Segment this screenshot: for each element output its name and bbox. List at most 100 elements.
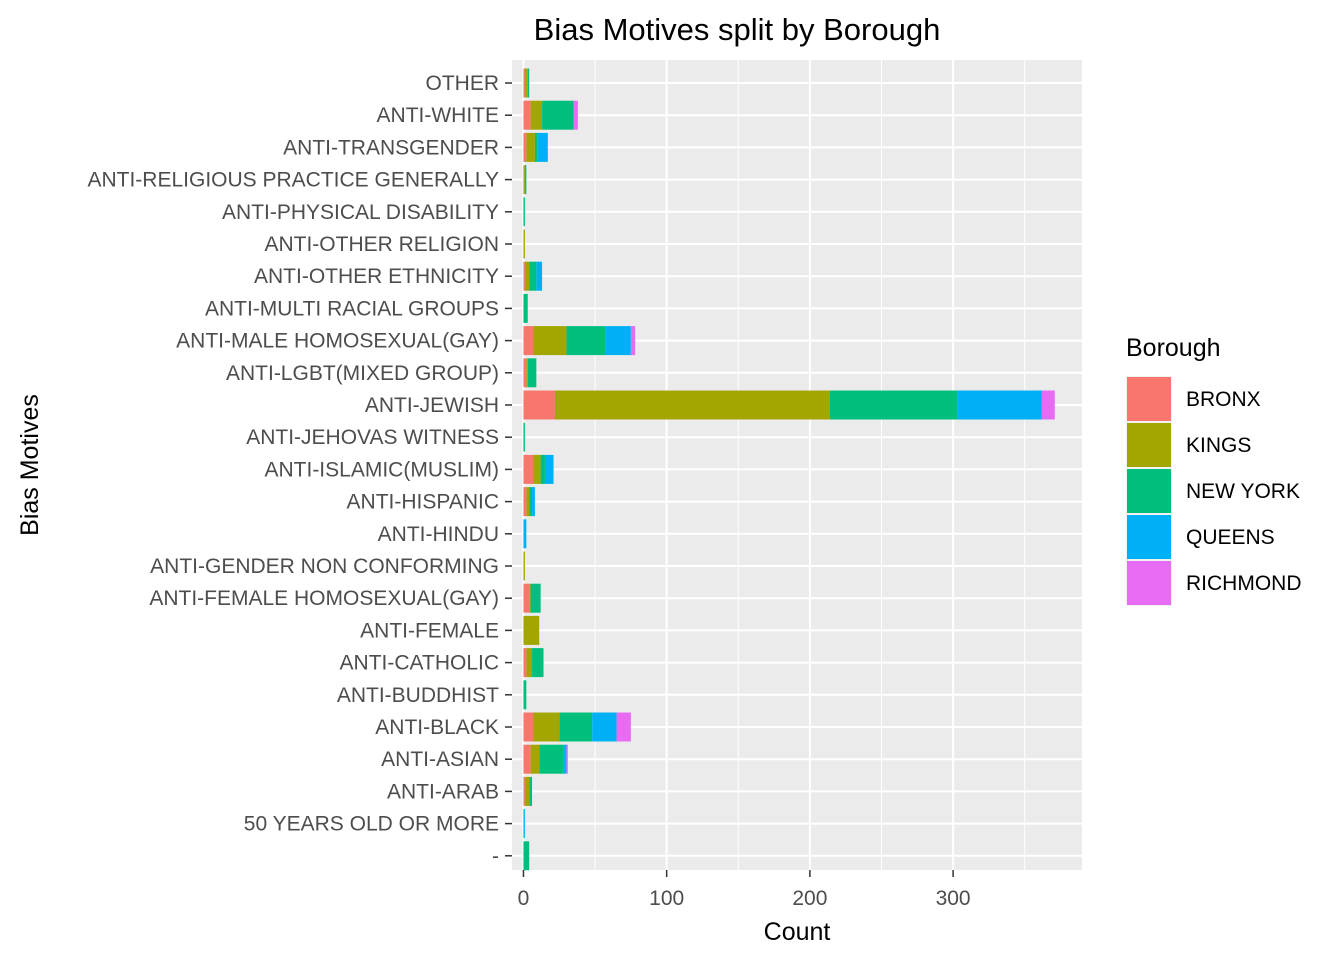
y-axis-title: Bias Motives (16, 394, 44, 536)
bar-segment (523, 776, 525, 806)
bar-segment (523, 712, 534, 742)
y-tick-label: ANTI-BLACK (375, 716, 499, 739)
y-tick-label: ANTI-JEWISH (365, 394, 499, 417)
y-tick-label: - (492, 845, 499, 868)
legend-swatch (1127, 515, 1171, 559)
bar-segment (530, 583, 541, 613)
legend-label: BRONX (1186, 388, 1261, 411)
y-tick-label: ANTI-MALE HOMOSEXUAL(GAY) (176, 330, 499, 353)
bar-segment (534, 132, 538, 162)
bar-segment (529, 487, 533, 517)
legend-swatch (1127, 561, 1171, 605)
legend-label: RICHMOND (1186, 572, 1302, 595)
bar-segment (829, 390, 958, 420)
bar-segment (530, 744, 540, 774)
bar-segment (523, 358, 527, 388)
bar-segment (529, 583, 531, 613)
bar-segment (532, 648, 544, 678)
legend-label: KINGS (1186, 434, 1251, 457)
bar-segment (523, 744, 531, 774)
bar-segment (527, 358, 537, 388)
bar-segment (524, 261, 530, 291)
bar-segment (559, 712, 593, 742)
y-tick-label: ANTI-WHITE (377, 104, 499, 127)
y-tick-label: ANTI-LGBT(MIXED GROUP) (226, 362, 499, 385)
bar-segment (526, 487, 530, 517)
bar-segment (523, 68, 525, 98)
bar-segment (542, 100, 574, 130)
bar-segment (524, 68, 528, 98)
bar-segment (526, 358, 528, 388)
bar-segment (523, 422, 525, 452)
bar-segment (524, 165, 527, 195)
y-tick-label: ANTI-ARAB (387, 780, 499, 803)
legend-title: Borough (1126, 334, 1221, 362)
bar-segment (533, 712, 560, 742)
bar-segment (563, 744, 567, 774)
legend-label: QUEENS (1186, 526, 1275, 549)
bar-segment (616, 712, 631, 742)
y-tick-label: ANTI-TRANSGENDER (283, 136, 499, 159)
bar-segment (527, 68, 530, 98)
bar-segment (523, 197, 525, 227)
y-axis-ticks: - 50 YEARS OLD OR MORE ANTI-ARAB ANTI-ASIAN… (87, 72, 512, 868)
bar-segment (533, 454, 541, 484)
plot-panel (512, 60, 1082, 870)
y-tick-label: ANTI-FEMALE HOMOSEXUAL(GAY) (149, 587, 499, 610)
major-gridlines (512, 60, 1082, 870)
chart-title: Bias Motives split by Borough (534, 12, 941, 47)
legend: Borough BRONX KINGS NEW YORK QUEENS RICHMOND (1126, 334, 1302, 606)
x-tick-label: 300 (936, 887, 971, 910)
y-tick-label: ANTI-PHYSICAL DISABILITY (222, 201, 499, 224)
y-tick-label: ANTI-HINDU (378, 523, 499, 546)
x-tick-label: 100 (649, 887, 684, 910)
bar-segment (523, 293, 528, 323)
bar-segment (523, 583, 530, 613)
bar-segment (523, 132, 527, 162)
bar-segment (957, 390, 1042, 420)
bar-segment (523, 519, 527, 549)
bar-segment (526, 648, 533, 678)
bar-segment (523, 487, 527, 517)
bar-segment (539, 744, 564, 774)
bar-segment (536, 261, 543, 291)
x-axis-ticks: 0 100 200 300 (518, 870, 971, 910)
bar-segment (1041, 390, 1055, 420)
y-tick-label: ANTI-OTHER RELIGION (264, 233, 499, 256)
y-tick-label: ANTI-HISPANIC (347, 491, 499, 514)
x-tick-label: 0 (518, 887, 530, 910)
y-tick-label: ANTI-JEHOVAS WITNESS (246, 426, 499, 449)
bar-segment (523, 261, 525, 291)
y-tick-label: ANTI-ISLAMIC(MUSLIM) (264, 458, 499, 481)
bar-segment (566, 744, 568, 774)
bar-segment (605, 326, 631, 356)
y-tick-label: ANTI-GENDER NON CONFORMING (150, 555, 499, 578)
bar-segment (523, 551, 525, 581)
bars (523, 68, 1055, 871)
bar-segment (529, 776, 533, 806)
y-tick-label: 50 YEARS OLD OR MORE (244, 813, 499, 836)
y-tick-label: ANTI-RELIGIOUS PRACTICE GENERALLY (87, 169, 499, 192)
legend-swatch (1127, 423, 1171, 467)
bar-segment (533, 326, 567, 356)
bar-segment (544, 454, 554, 484)
bar-segment (530, 100, 543, 130)
bar-segment (537, 132, 548, 162)
bar-segment (526, 132, 535, 162)
bar-segment (630, 326, 636, 356)
y-tick-label: ANTI-BUDDHIST (337, 684, 499, 707)
y-tick-label: ANTI-FEMALE (360, 619, 499, 642)
bar-segment (523, 680, 527, 710)
bar-segment (523, 809, 525, 839)
bar-segment (566, 326, 606, 356)
bar-segment (573, 100, 578, 130)
y-tick-label: ANTI-OTHER ETHNICITY (254, 265, 499, 288)
legend-swatch (1127, 469, 1171, 513)
bar-segment (523, 326, 534, 356)
bar-segment (523, 648, 527, 678)
bar-segment (529, 261, 537, 291)
x-axis-title: Count (764, 918, 831, 946)
y-tick-label: ANTI-ASIAN (381, 748, 499, 771)
bar-segment (523, 165, 525, 195)
